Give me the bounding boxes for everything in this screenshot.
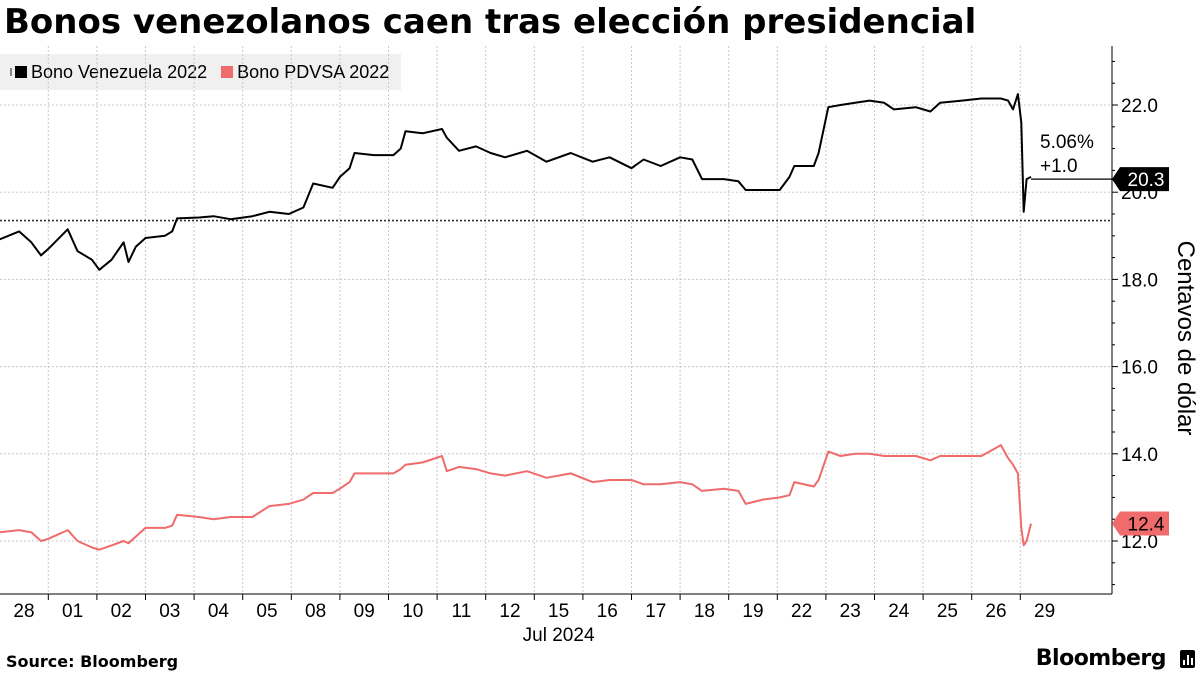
chart-title: Bonos venezolanos caen tras elección pre…: [4, 2, 977, 42]
x-tick-label: 03: [159, 601, 180, 622]
y-tick-label: 18.0: [1121, 270, 1158, 291]
x-tick-label: 22: [791, 601, 812, 622]
x-tick-label: 24: [888, 601, 910, 622]
x-tick-label: 17: [645, 601, 666, 622]
x-tick-label: 04: [208, 601, 230, 622]
last-value-label: 20.3: [1128, 170, 1165, 191]
last-value-box: [1112, 511, 1169, 536]
legend-item-venezuela[interactable]: Bono Venezuela 2022: [15, 62, 207, 83]
y-tick-label: 14.0: [1121, 445, 1158, 466]
last-value-label: 12.4: [1128, 515, 1165, 536]
annotations: 5.06% +1.0 20.3 12.4: [1030, 132, 1169, 536]
x-tick-label: 19: [742, 601, 763, 622]
legend: Bono Venezuela 2022 Bono PDVSA 2022: [0, 54, 401, 90]
legend-toggle-icon[interactable]: [10, 68, 12, 76]
x-tick-label: 16: [597, 601, 618, 622]
legend-label-pdvsa: Bono PDVSA 2022: [237, 61, 390, 82]
x-tick-label: 12: [499, 601, 520, 622]
x-axis-label: Jul 2024: [523, 625, 595, 646]
x-tick-label: 11: [452, 601, 472, 622]
y-tick-label: 12.0: [1121, 532, 1158, 553]
legend-item-pdvsa[interactable]: Bono PDVSA 2022: [221, 62, 389, 83]
y-tick-label: 22.0: [1121, 96, 1158, 117]
x-tick-label: 15: [548, 601, 569, 622]
axes: 22.020.018.016.014.012.028 01 02 03 04 05 08 09…: [0, 46, 1199, 646]
series-line-pdvsa: [0, 444, 1032, 551]
last-value-box: [1112, 167, 1169, 192]
x-tick-label: 10: [402, 601, 423, 622]
x-tick-label: 05: [256, 601, 277, 622]
x-tick-label: 09: [354, 601, 375, 622]
bloomberg-terminal-icon: [1180, 650, 1195, 668]
y-tick-label: 16.0: [1121, 358, 1158, 379]
source-note: Source: Bloomberg: [6, 652, 179, 671]
x-tick-label: 18: [694, 601, 715, 622]
x-tick-label: 08: [305, 601, 326, 622]
y-axis-label: Centavos de dólar: [1172, 241, 1199, 436]
x-tick-label: 01: [62, 601, 83, 622]
x-tick-label: 26: [985, 601, 1006, 622]
x-tick-label: 28: [13, 601, 34, 622]
x-tick-label: 25: [937, 601, 958, 622]
x-tick-label: 29: [1034, 601, 1055, 622]
series-line-venezuela: [0, 93, 1032, 271]
legend-swatch-pdvsa: [221, 66, 234, 78]
series-lines: [0, 93, 1032, 551]
annotation-pct: 5.06%: [1040, 132, 1094, 153]
annotation-change: +1.0: [1040, 156, 1078, 177]
legend-swatch-venezuela: [15, 66, 27, 78]
grid-lines: [0, 46, 1112, 594]
legend-label-venezuela: Bono Venezuela 2022: [31, 61, 208, 82]
bloomberg-logo: Bloomberg: [1035, 646, 1167, 671]
x-tick-label: 02: [111, 601, 132, 622]
x-tick-label: 23: [840, 601, 861, 622]
